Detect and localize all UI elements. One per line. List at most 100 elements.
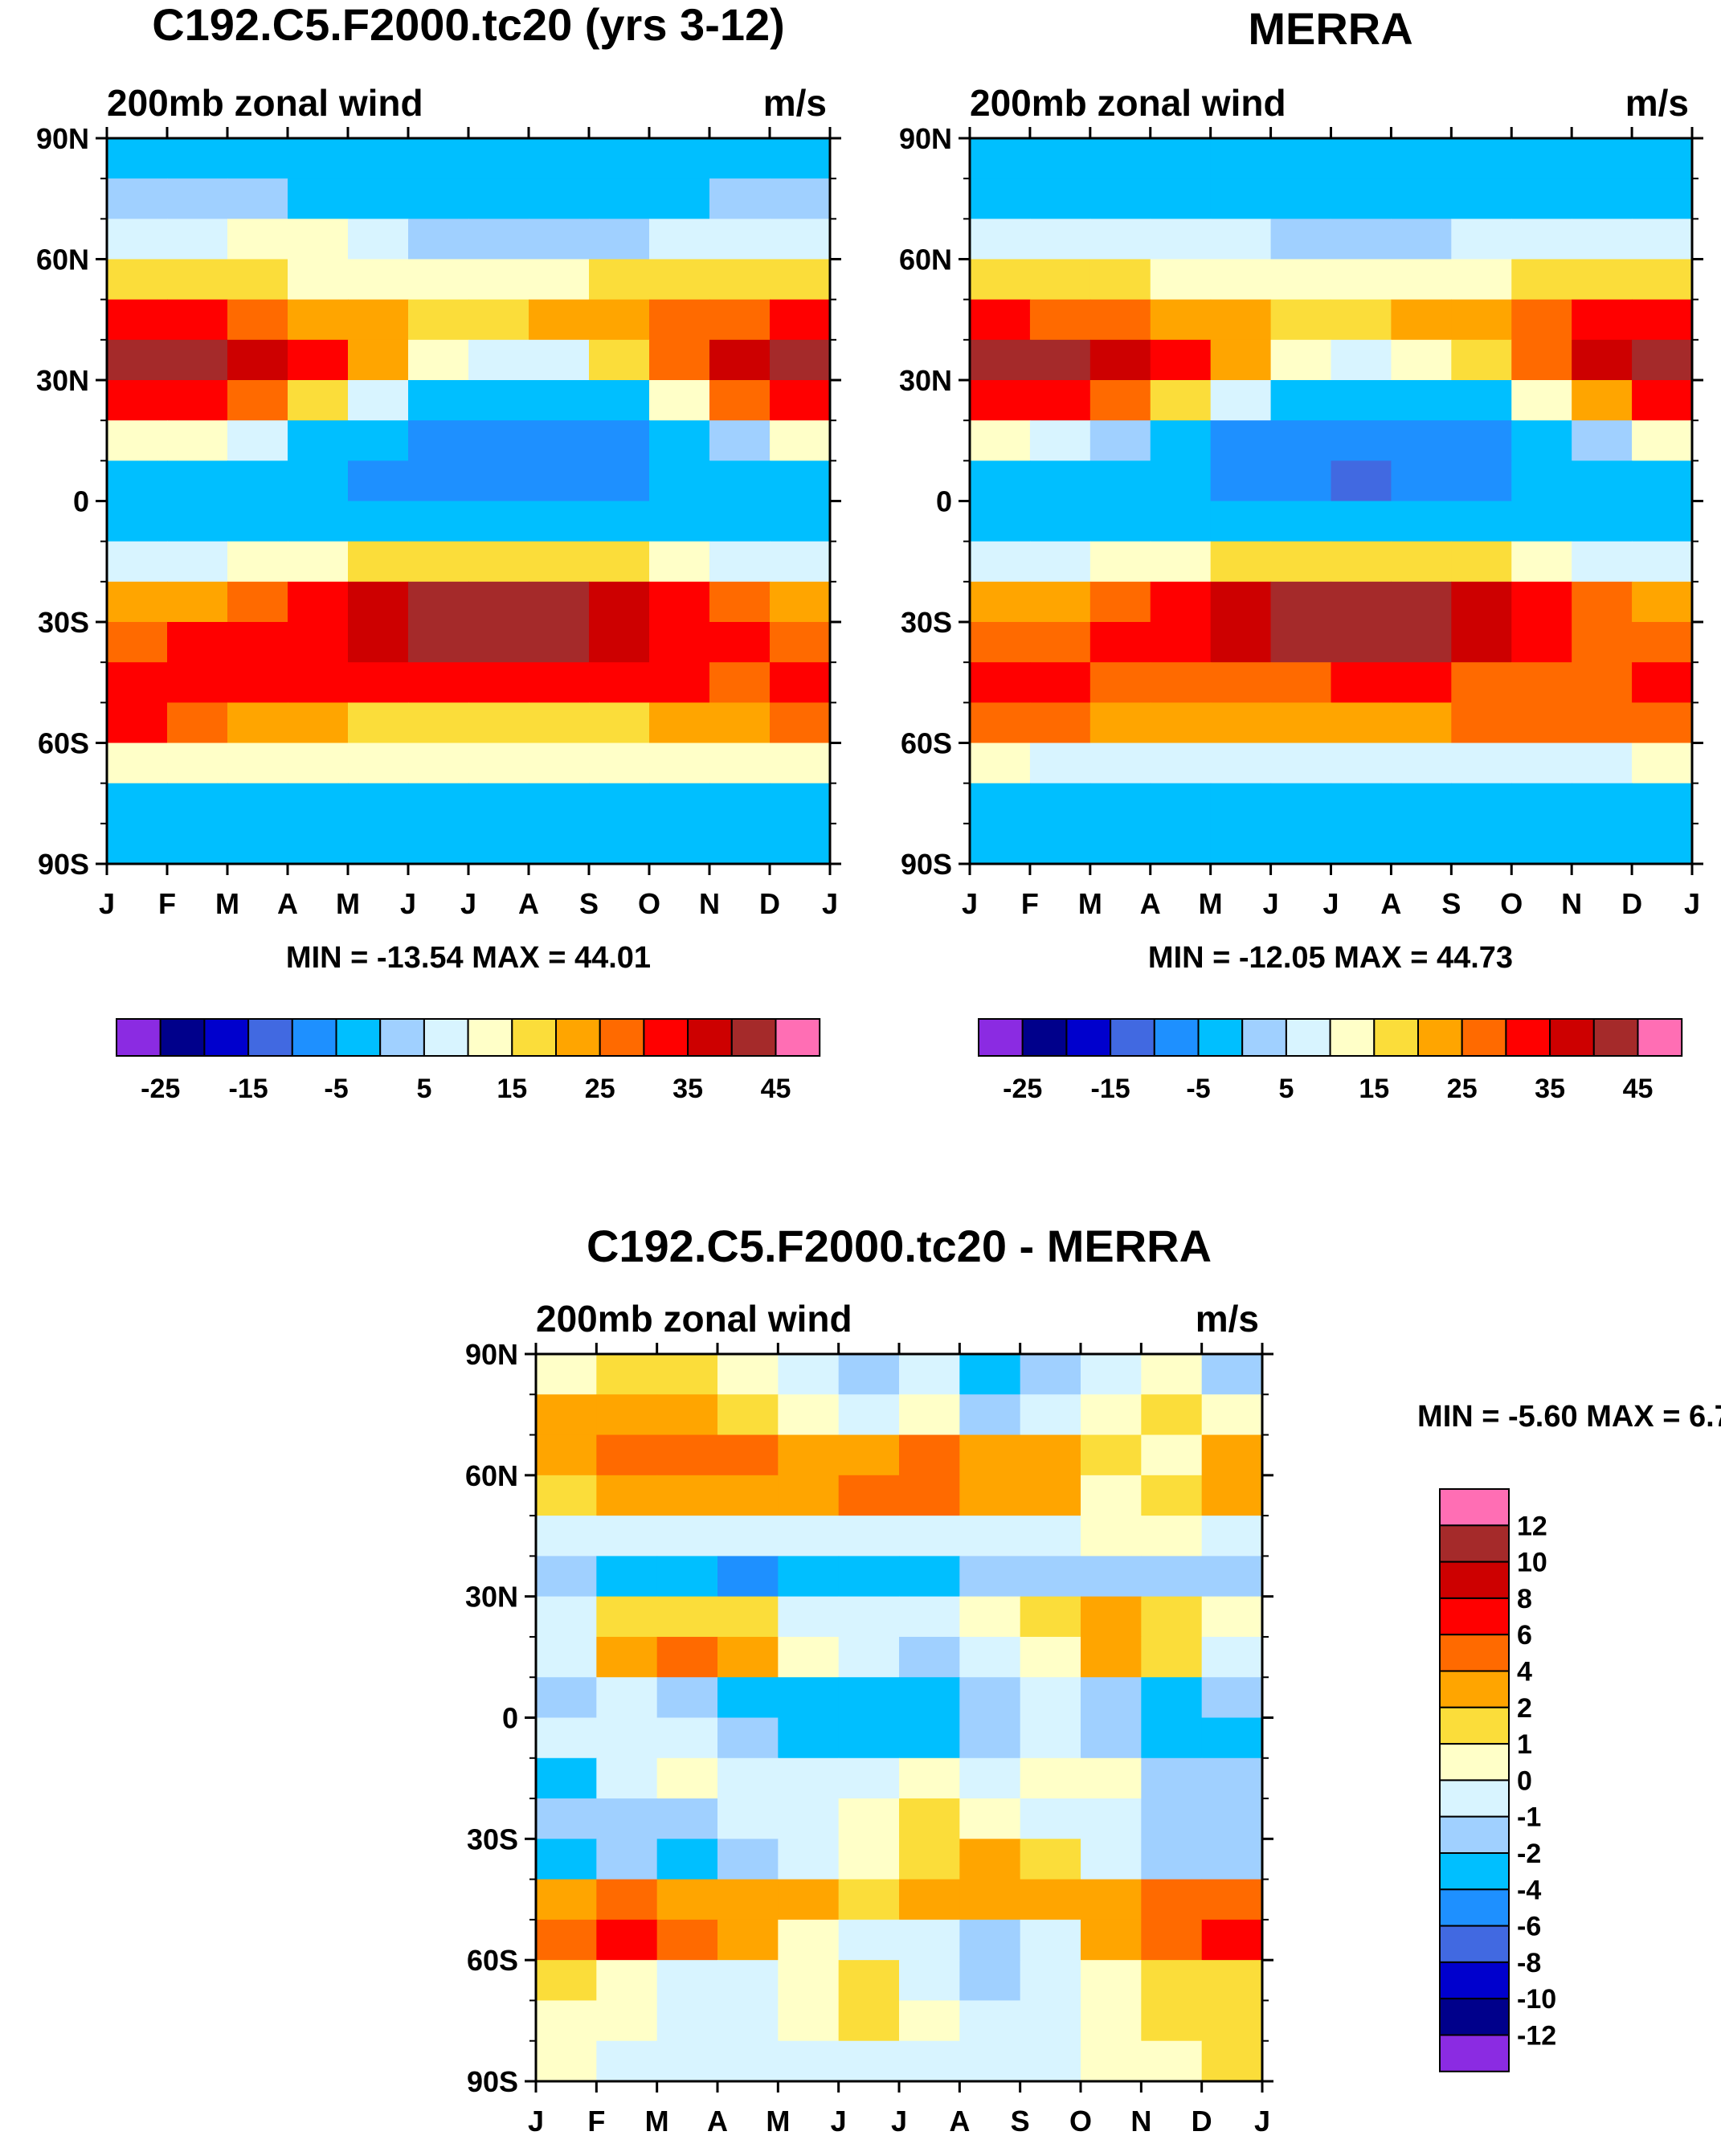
field-cell [1572, 823, 1633, 865]
field-cell [1210, 581, 1272, 623]
field-cell [107, 743, 168, 784]
field-cell [468, 581, 529, 623]
field-cell [1201, 1434, 1263, 1476]
field-cell [959, 1879, 1021, 1921]
field-cell [959, 1596, 1021, 1638]
variable-label: 200mb zonal wind [970, 82, 1286, 124]
y-tick-label: 60S [901, 727, 952, 760]
field-cell [649, 823, 710, 865]
field-cell [770, 702, 831, 744]
field-cell [959, 1757, 1021, 1799]
field-cell [408, 259, 469, 301]
field-cell [1089, 662, 1151, 703]
field-cell [1391, 380, 1452, 421]
field-cell [1451, 743, 1512, 784]
field-cell [1141, 1879, 1203, 1921]
field-cell [348, 460, 409, 502]
field-cell [1141, 1475, 1203, 1516]
field-cell [596, 1879, 658, 1921]
x-tick-label: O [1069, 2105, 1092, 2138]
field-cell [1391, 622, 1452, 663]
colorbar-box [1439, 1670, 1510, 1708]
field-cell [408, 219, 469, 260]
field-cell [1020, 1717, 1081, 1759]
field-cell [596, 1556, 658, 1598]
field-cell [288, 219, 349, 260]
field-cell [536, 2000, 597, 2042]
field-cell [468, 501, 529, 542]
field-cell [970, 662, 1031, 703]
field-cell [1081, 1919, 1142, 1961]
field-cell [970, 380, 1031, 421]
field-cell [1391, 339, 1452, 381]
field-cell [408, 501, 469, 542]
field-cell [1141, 1394, 1203, 1436]
field-cell [1210, 541, 1272, 583]
colorbar-box [247, 1018, 293, 1057]
field-cell [1210, 702, 1272, 744]
colorbar-box [1329, 1018, 1376, 1057]
field-cell [970, 420, 1031, 461]
colorbar-box [116, 1018, 161, 1057]
field-cell [1150, 380, 1212, 421]
x-tick-label: J [400, 887, 416, 920]
field-cell [1451, 541, 1512, 583]
field-cell [1201, 1677, 1263, 1719]
field-cell [596, 1839, 658, 1880]
field-cell [529, 339, 590, 381]
field-cell [468, 541, 529, 583]
field-cell [167, 219, 228, 260]
y-tick-label: 30S [901, 606, 952, 639]
x-tick-label: M [645, 2105, 669, 2138]
x-tick-label: N [1561, 887, 1582, 920]
field-cell [1210, 420, 1272, 461]
field-cell [1029, 743, 1091, 784]
field-cell [589, 783, 650, 824]
field-cell [1270, 460, 1332, 502]
colorbar-box [1439, 1488, 1510, 1527]
field-cell [1201, 1960, 1263, 2002]
field-cell [1089, 823, 1151, 865]
colorbar-box [1439, 1815, 1510, 1854]
field-cell [1270, 501, 1332, 542]
field-cell [649, 460, 710, 502]
field-cell [1391, 783, 1452, 824]
field-cell [649, 420, 710, 461]
field-cell [348, 501, 409, 542]
field-cell [970, 460, 1031, 502]
field-cell [970, 299, 1031, 341]
x-tick-label: J [528, 2105, 544, 2138]
min-max-stats: MIN = -13.54 MAX = 44.01 [286, 941, 651, 975]
field-cell [1089, 299, 1151, 341]
field-cell [348, 783, 409, 824]
field-cell [167, 420, 228, 461]
field-cell [1081, 1636, 1142, 1678]
field-cell [536, 1434, 597, 1476]
field-cell [1210, 743, 1272, 784]
field-cell [536, 1475, 597, 1516]
field-cell [529, 420, 590, 461]
y-tick-label: 0 [502, 1702, 518, 1735]
field-cell [1201, 1798, 1263, 1839]
field-cell [1029, 460, 1091, 502]
field-cell [1020, 1596, 1081, 1638]
field-cell [536, 1879, 597, 1921]
field-cell [1632, 420, 1693, 461]
field-cell [1081, 1717, 1142, 1759]
colorbar-box [1439, 1597, 1510, 1636]
field-cell [468, 622, 529, 663]
field-cell [1270, 622, 1332, 663]
field-cell [468, 743, 529, 784]
field-cell [1029, 702, 1091, 744]
field-cell [408, 380, 469, 421]
field-cell [899, 1556, 960, 1598]
field-cell [970, 581, 1031, 623]
field-cell [107, 380, 168, 421]
field-cell [899, 1596, 960, 1638]
colorbar-box [730, 1018, 777, 1057]
field-cell [649, 178, 710, 219]
field-cell [709, 702, 771, 744]
field-cell [167, 501, 228, 542]
field-cell [1511, 702, 1572, 744]
field-cell [536, 1516, 597, 1557]
